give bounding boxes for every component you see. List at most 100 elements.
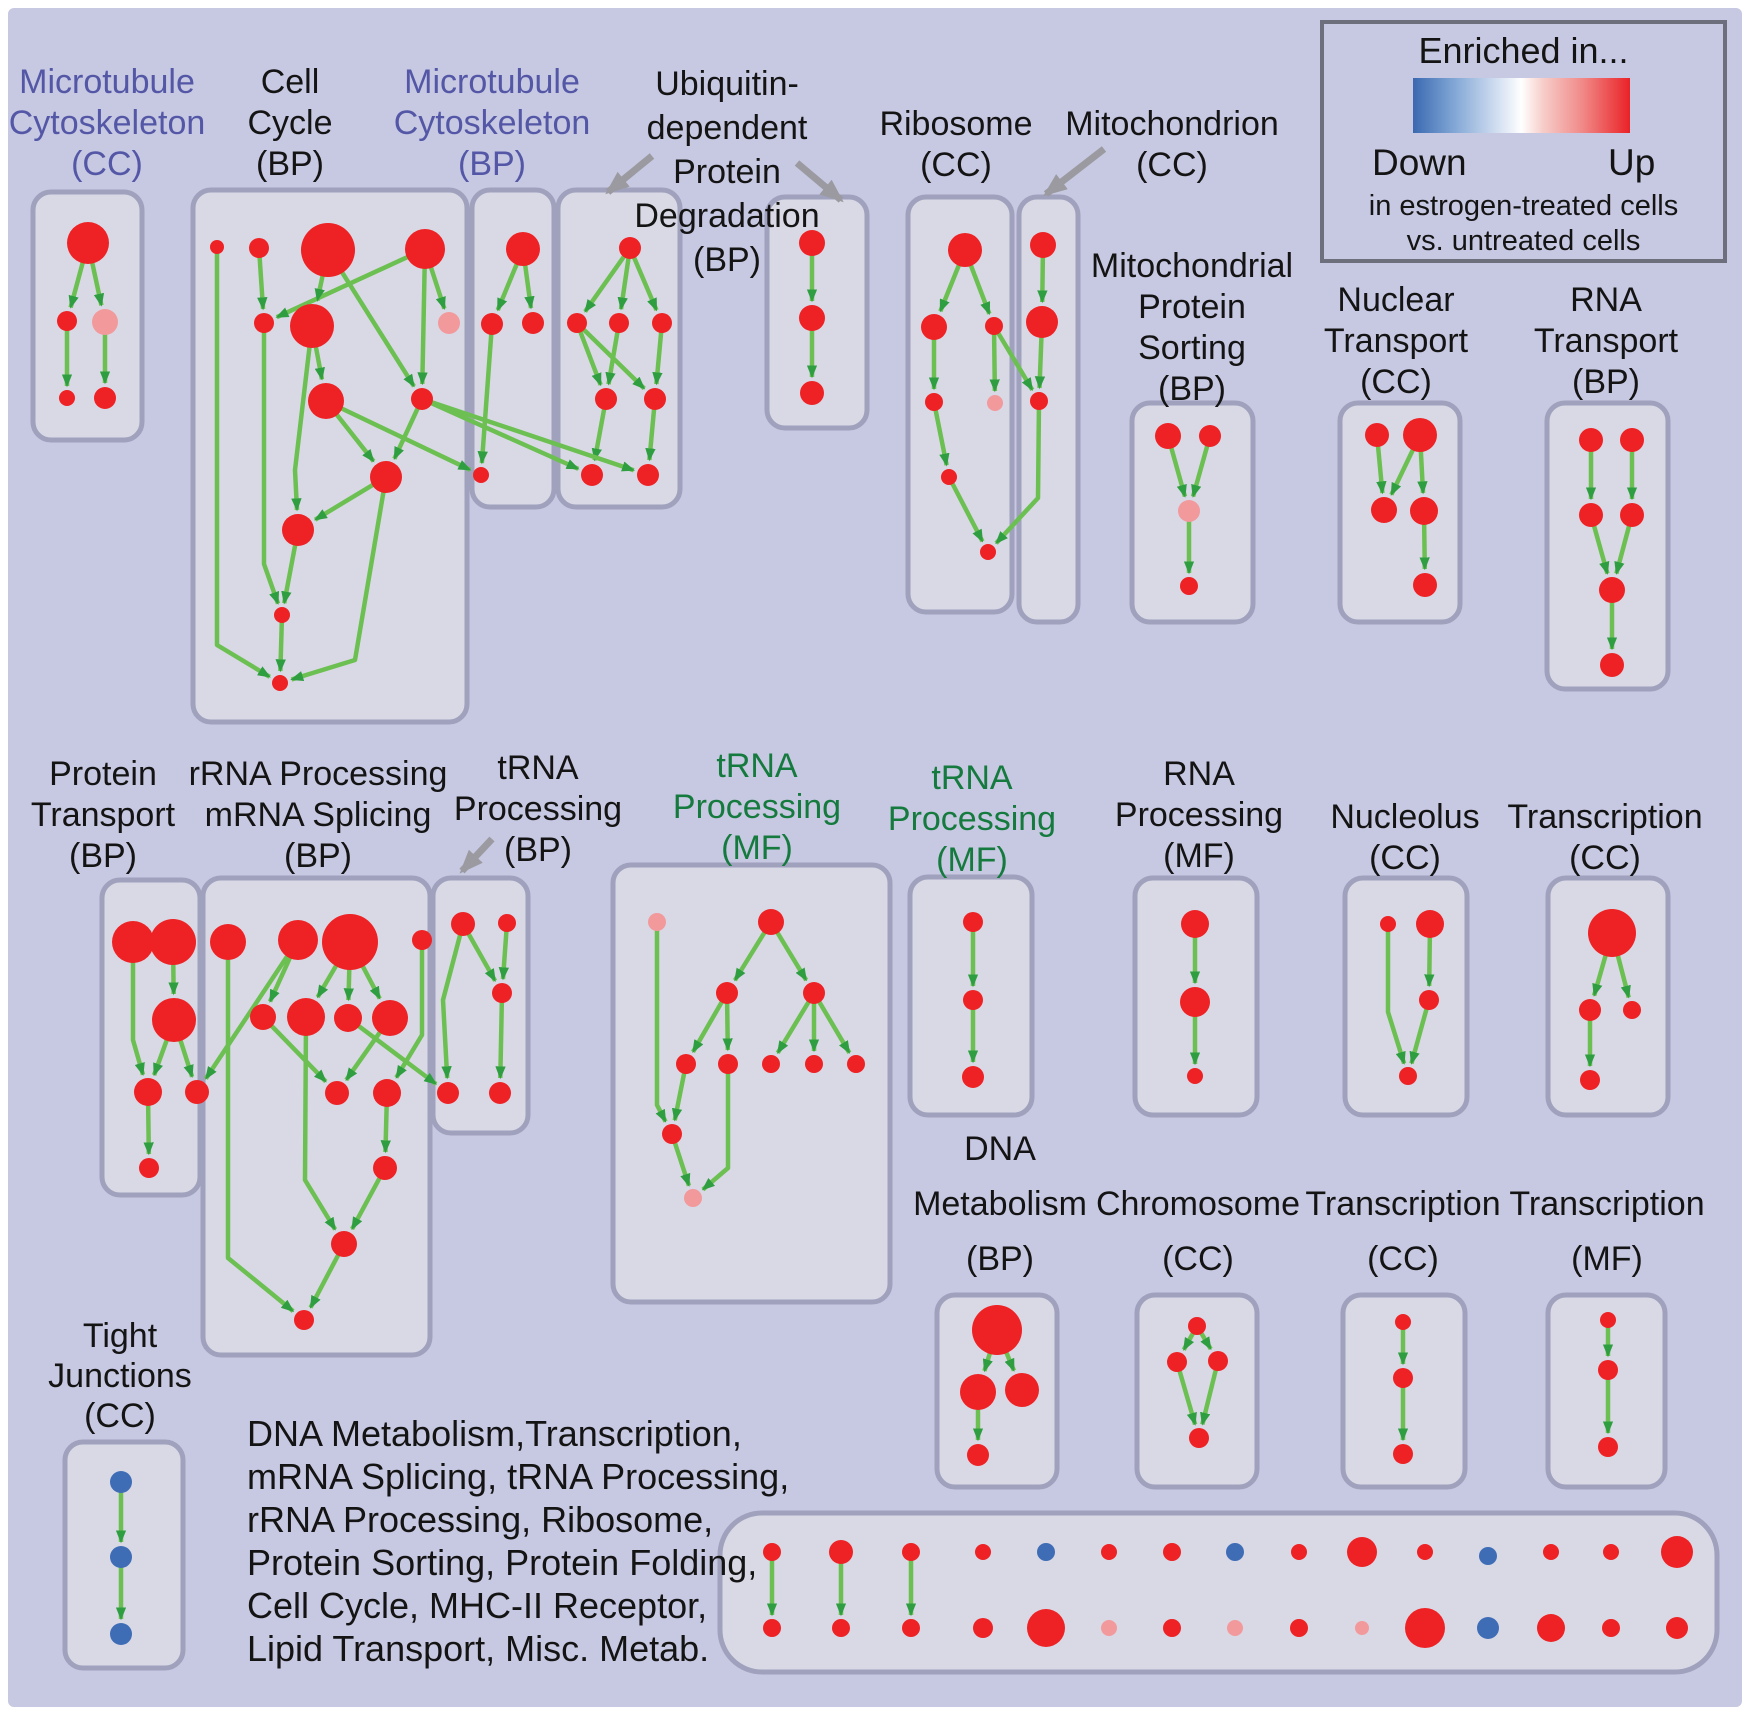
gene-node-protein-transport (134, 1078, 162, 1106)
gene-node-trna-processing-mf-big (684, 1189, 702, 1207)
gene-node-cell-cycle (438, 312, 460, 334)
cluster-box-nuclear-transport (1337, 400, 1463, 625)
gene-node-ribosome-cc (921, 314, 947, 340)
edge-rrna-processing (302, 1016, 338, 1231)
gene-node-ribosome-cc (925, 393, 943, 411)
gene-node-transcription-cc (1588, 909, 1636, 957)
gene-node-ubiquitin-bp (652, 313, 672, 333)
edge-protein-transport (130, 942, 146, 1076)
gene-node-trna-processing-mf-big (758, 909, 784, 935)
gene-node-dna-metabolism (972, 1305, 1022, 1355)
cluster-box-mitochondrion-cc (1016, 194, 1081, 625)
edge-cell-cycle (417, 248, 428, 386)
gene-node-rrna-processing (322, 914, 378, 970)
edge-ubiquitin-bp (583, 246, 632, 313)
edge-ubiquitin-bp (627, 247, 659, 312)
gene-node-dna-metabolism (960, 1374, 996, 1410)
gene-node-transcription-cc-2 (1393, 1368, 1413, 1388)
gene-node-nucleolus-cc (1380, 916, 1396, 932)
gene-node-misc-enriched (1227, 1620, 1243, 1636)
gene-node-mito-protein-sorting (1199, 425, 1221, 447)
gene-node-misc-enriched (1479, 1547, 1497, 1565)
gene-node-rna-transport (1579, 428, 1603, 452)
edge-microtubule-bp (477, 323, 495, 465)
gene-node-misc-enriched (1603, 1544, 1619, 1560)
gene-node-dna-metabolism (1005, 1373, 1039, 1407)
gene-node-rna-processing-mf (1187, 1068, 1203, 1084)
gene-node-rrna-processing (287, 998, 325, 1036)
gene-node-cell-cycle (411, 388, 433, 410)
cross-edge-5 (203, 938, 300, 1080)
gene-node-protein-transport (152, 998, 196, 1042)
gene-node-misc-enriched (1101, 1544, 1117, 1560)
gene-node-cell-cycle (290, 304, 334, 348)
gene-node-microtubule-bp (522, 312, 544, 334)
gene-node-misc-enriched (973, 1618, 993, 1638)
cluster-box-transcription-cc (1545, 875, 1671, 1118)
gene-node-trna-processing-mf-big (648, 913, 666, 931)
gene-node-ubiquitin-bp (595, 388, 617, 410)
gene-node-trna-processing-mf-big (662, 1124, 682, 1144)
gene-node-misc-enriched (902, 1619, 920, 1637)
gene-node-misc-enriched (1661, 1536, 1693, 1568)
gene-node-ubiquitin-bp (637, 464, 659, 486)
gene-node-misc-enriched (1537, 1614, 1565, 1642)
gene-node-misc-enriched (1477, 1617, 1499, 1639)
gene-node-trna-processing-mf-small (962, 1066, 984, 1088)
gene-node-ubiquitin-bp (581, 464, 603, 486)
edge-cell-cycle (275, 614, 286, 673)
gene-node-trna-processing-mf-big (716, 982, 738, 1004)
gene-node-misc-enriched (1290, 1619, 1308, 1637)
gene-node-transcription-mf (1600, 1312, 1616, 1328)
edge-ubiquitin-bp (605, 322, 622, 386)
gene-node-nuclear-transport (1410, 497, 1438, 525)
gene-node-chromosome-cc (1189, 1428, 1209, 1448)
edge-cell-cycle (214, 247, 271, 679)
edge-trna-processing-mf-big (775, 991, 816, 1055)
gene-node-rrna-processing (334, 1004, 362, 1032)
cluster-box-microtubule-bp (469, 187, 557, 510)
cross-edge-1 (421, 396, 580, 471)
edge-nucleolus-cc (1409, 999, 1432, 1065)
gene-node-misc-enriched (1347, 1537, 1377, 1567)
gene-node-ribosome-cc (941, 469, 957, 485)
gene-node-nuclear-transport (1371, 497, 1397, 523)
gene-node-rrna-processing (278, 920, 318, 960)
edge-trna-processing-bp (498, 922, 510, 981)
legend-subtitle-2: vs. untreated cells (1406, 225, 1641, 257)
gene-node-misc-enriched (1027, 1609, 1065, 1647)
gene-node-transcription-cc-2 (1393, 1444, 1413, 1464)
edge-trna-processing-mf-big (701, 1064, 731, 1192)
gene-node-trna-processing-bp (492, 983, 512, 1003)
gene-node-ubiquitin-bp-2 (799, 305, 825, 331)
cross-edge-6 (346, 1016, 438, 1086)
gene-node-trna-processing-mf-big (847, 1055, 865, 1073)
gene-node-trna-processing-mf-big (676, 1054, 696, 1074)
gene-node-transcription-cc (1623, 1001, 1641, 1019)
gene-node-nucleolus-cc (1399, 1067, 1417, 1085)
edge-cell-cycle (291, 325, 315, 512)
gene-node-rna-transport (1579, 503, 1603, 527)
gene-node-cell-cycle (370, 461, 402, 493)
gene-node-tight-junctions (110, 1546, 132, 1568)
gene-node-mito-protein-sorting (1155, 423, 1181, 449)
edge-cell-cycle (256, 247, 268, 311)
gene-node-misc-enriched (1163, 1619, 1181, 1637)
gene-node-rrna-processing (412, 930, 432, 950)
gene-node-cell-cycle (301, 223, 355, 277)
gene-node-transcription-mf (1598, 1437, 1618, 1457)
edge-ribosome-cc (947, 475, 985, 543)
gene-node-chromosome-cc (1188, 1317, 1206, 1335)
gene-node-rrna-processing (331, 1231, 357, 1257)
edge-trna-processing-bp (440, 923, 466, 1080)
gene-node-mito-protein-sorting (1180, 577, 1198, 595)
gene-node-cell-cycle (308, 383, 344, 419)
annotation-arrow-3 (459, 836, 495, 874)
gene-node-trna-processing-mf-small (963, 912, 983, 932)
cluster-box-rna-transport (1544, 400, 1671, 692)
gene-node-ubiquitin-bp (644, 388, 666, 410)
gene-node-transcription-cc-2 (1395, 1314, 1411, 1330)
gene-node-transcription-mf (1598, 1360, 1618, 1380)
gene-node-cell-cycle (405, 229, 445, 269)
